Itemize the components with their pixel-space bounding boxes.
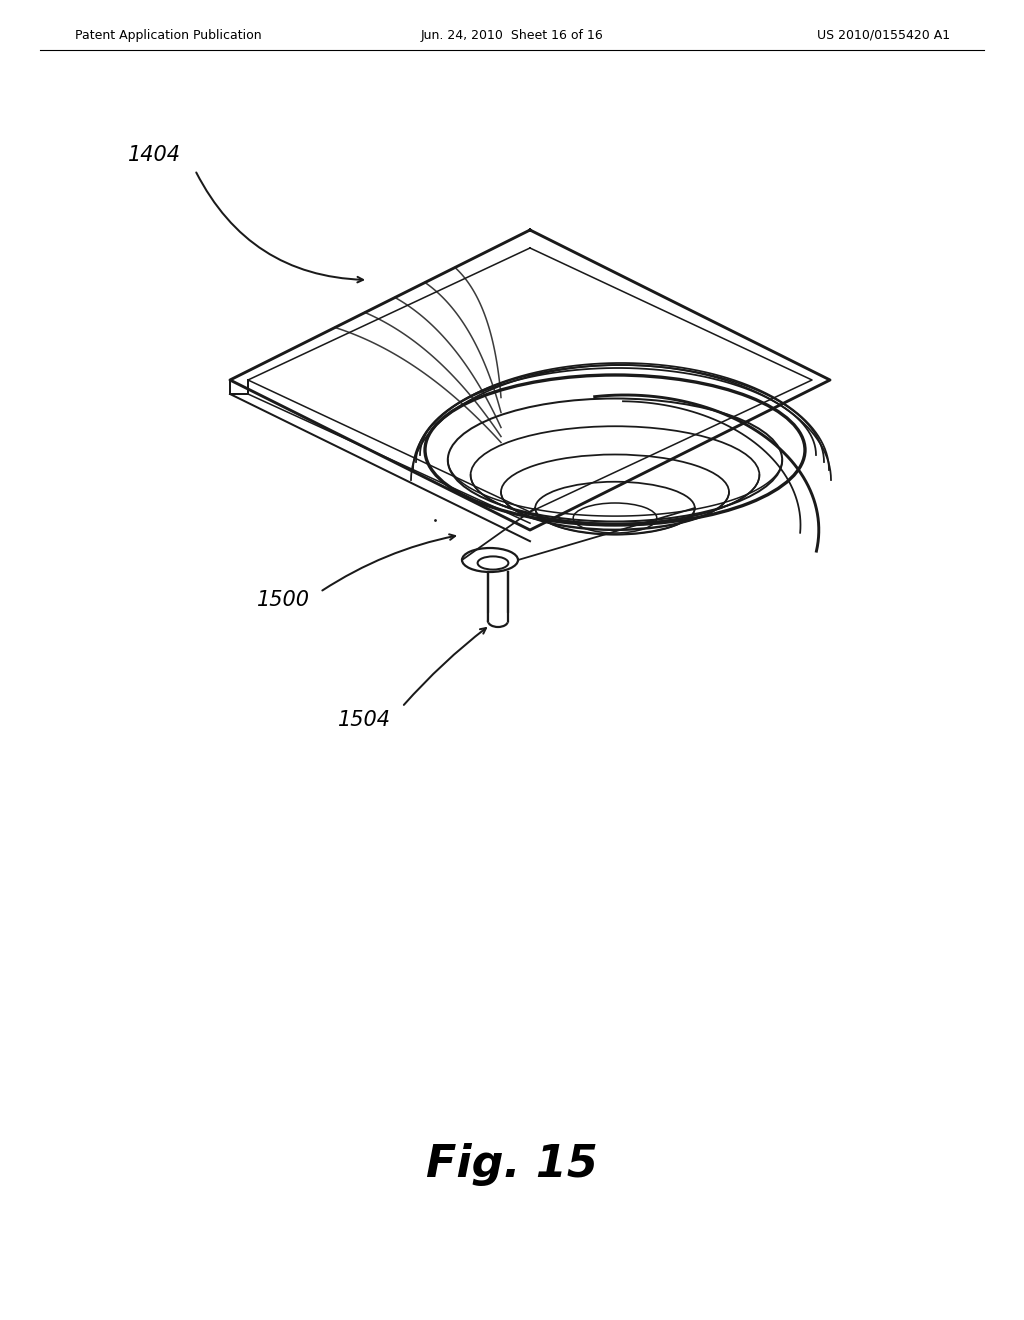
Text: Fig. 15: Fig. 15 (426, 1143, 598, 1187)
Text: 1404: 1404 (128, 145, 181, 165)
Text: 1500: 1500 (257, 590, 310, 610)
Ellipse shape (477, 557, 508, 570)
Bar (487, 612, 509, 620)
Text: Jun. 24, 2010  Sheet 16 of 16: Jun. 24, 2010 Sheet 16 of 16 (421, 29, 603, 41)
Text: US 2010/0155420 A1: US 2010/0155420 A1 (817, 29, 950, 41)
Ellipse shape (488, 615, 508, 627)
Ellipse shape (462, 548, 518, 572)
Text: Patent Application Publication: Patent Application Publication (75, 29, 261, 41)
Text: 1504: 1504 (338, 710, 391, 730)
